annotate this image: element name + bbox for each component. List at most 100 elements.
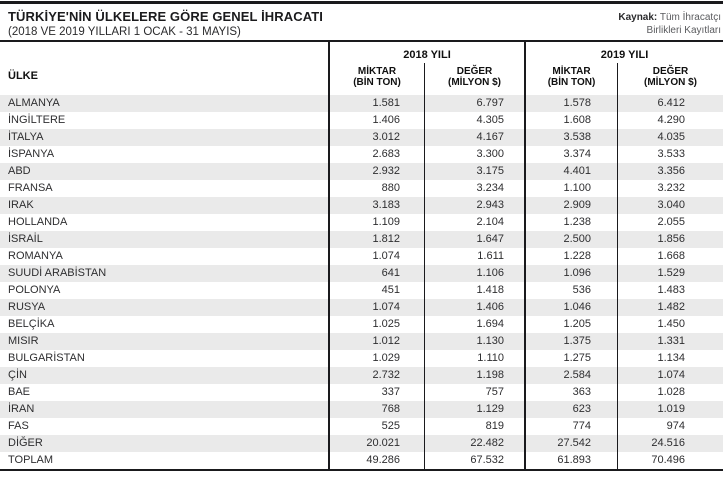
country-cell: ABD (8, 165, 31, 177)
value-2018-cell: 1.694 (424, 316, 524, 333)
amount-2019-cell: 27.542 (524, 435, 617, 452)
column-header-country: ÜLKE (8, 69, 38, 82)
year-label-2019: 2019 YILI (600, 49, 649, 61)
country-cell: MISIR (8, 335, 39, 347)
table-row: BAE 337 757 363 1.028 (0, 384, 723, 401)
table-body: ALMANYA 1.581 6.797 1.578 6.412 İNGİLTER… (0, 95, 723, 469)
amount-2019-cell: 1.578 (524, 95, 617, 112)
table-row: FRANSA 880 3.234 1.100 3.232 (0, 180, 723, 197)
value-2018-cell: 1.110 (424, 350, 524, 367)
amount-2019-cell: 1.375 (524, 333, 617, 350)
amount-2019-cell: 1.100 (524, 180, 617, 197)
header: TÜRKİYE'NİN ÜLKELERE GÖRE GENEL İHRACATI… (0, 4, 723, 40)
country-cell: BAE (8, 386, 31, 398)
amount-2018-cell: 20.021 (328, 435, 424, 452)
country-cell: TOPLAM (8, 454, 54, 466)
table-row: DİĞER 20.021 22.482 27.542 24.516 (0, 435, 723, 452)
subheader-pair-2019: MİKTAR (BİN TON) DEĞER (MİLYON $) (526, 63, 723, 95)
amount-2018-cell: 2.932 (328, 163, 424, 180)
amount-2019-cell: 774 (524, 418, 617, 435)
table-row: ABD 2.932 3.175 4.401 3.356 (0, 163, 723, 180)
amount-2019-cell: 61.893 (524, 452, 617, 469)
amount-2018-cell: 1.012 (328, 333, 424, 350)
country-cell: RUSYA (8, 301, 46, 313)
value-2018-cell: 819 (424, 418, 524, 435)
table-header: ÜLKE 2018 YILI MİKTAR (BİN TON) DEĞER (MİL… (0, 42, 723, 95)
amount-2019-cell: 1.096 (524, 265, 617, 282)
country-cell: İSRAİL (8, 233, 43, 245)
value-2019-cell: 3.533 (617, 146, 723, 163)
amount-2018-cell: 2.732 (328, 367, 424, 384)
amount-2019-cell: 1.238 (524, 214, 617, 231)
amount-2019-cell: 2.500 (524, 231, 617, 248)
value-2019-cell: 1.028 (617, 384, 723, 401)
amount-2019-cell: 3.538 (524, 129, 617, 146)
column-header-value-2019: DEĞER (MİLYON $) (617, 63, 723, 95)
source-label: Kaynak: (618, 12, 658, 23)
amount-2019-cell: 1.205 (524, 316, 617, 333)
value-2018-cell: 1.106 (424, 265, 524, 282)
value-2018-cell: 3.300 (424, 146, 524, 163)
amount-2018-cell: 525 (328, 418, 424, 435)
value-2018-cell: 3.234 (424, 180, 524, 197)
value-2019-cell: 6.412 (617, 95, 723, 112)
value-2019-cell: 3.040 (617, 197, 723, 214)
amount-2018-cell: 1.581 (328, 95, 424, 112)
value-2019-cell: 1.529 (617, 265, 723, 282)
country-cell: IRAK (8, 199, 34, 211)
amount-2019-cell: 1.275 (524, 350, 617, 367)
country-cell: DİĞER (8, 437, 43, 449)
table-row: IRAK 3.183 2.943 2.909 3.040 (0, 197, 723, 214)
amount-2019-cell: 1.608 (524, 112, 617, 129)
value-2018-cell: 1.406 (424, 299, 524, 316)
value-2019-cell: 1.331 (617, 333, 723, 350)
table-row: ROMANYA 1.074 1.611 1.228 1.668 (0, 248, 723, 265)
table-row: İTALYA 3.012 4.167 3.538 4.035 (0, 129, 723, 146)
country-cell: BULGARİSTAN (8, 352, 85, 364)
amount-2018-cell: 1.074 (328, 248, 424, 265)
value-2019-cell: 24.516 (617, 435, 723, 452)
export-table: ÜLKE 2018 YILI MİKTAR (BİN TON) DEĞER (MİL… (0, 42, 723, 471)
value-2019-cell: 3.356 (617, 163, 723, 180)
header-divider (0, 40, 723, 42)
country-cell: İNGİLTERE (8, 114, 66, 126)
value-2019-cell: 1.134 (617, 350, 723, 367)
amount-2019-cell: 536 (524, 282, 617, 299)
value-2018-cell: 1.130 (424, 333, 524, 350)
value-2018-cell: 1.198 (424, 367, 524, 384)
value-2019-cell: 3.232 (617, 180, 723, 197)
table-row: TOPLAM 49.286 67.532 61.893 70.496 (0, 452, 723, 469)
table-row: ALMANYA 1.581 6.797 1.578 6.412 (0, 95, 723, 112)
amount-2018-cell: 1.074 (328, 299, 424, 316)
table-row: FAS 525 819 774 974 (0, 418, 723, 435)
country-cell: POLONYA (8, 284, 61, 296)
value-2018-cell: 4.305 (424, 112, 524, 129)
source-text-2: Birlikleri Kayıtları (646, 24, 721, 36)
table-row: RUSYA 1.074 1.406 1.046 1.482 (0, 299, 723, 316)
amount-2019-cell: 3.374 (524, 146, 617, 163)
amount-2018-cell: 49.286 (328, 452, 424, 469)
amount-2018-cell: 1.406 (328, 112, 424, 129)
value-2019-cell: 1.668 (617, 248, 723, 265)
amount-2018-cell: 451 (328, 282, 424, 299)
value-2019-cell: 1.450 (617, 316, 723, 333)
source-line-1: Kaynak: Tüm İhracatçı (618, 12, 721, 25)
value-2018-cell: 1.611 (424, 248, 524, 265)
table-row: BELÇİKA 1.025 1.694 1.205 1.450 (0, 316, 723, 333)
country-cell: İSPANYA (8, 148, 55, 160)
value-2019-cell: 2.055 (617, 214, 723, 231)
country-cell: İTALYA (8, 131, 44, 143)
amount-2018-cell: 337 (328, 384, 424, 401)
table-row: İRAN 768 1.129 623 1.019 (0, 401, 723, 418)
value-2018-cell: 22.482 (424, 435, 524, 452)
country-cell: ROMANYA (8, 250, 63, 262)
column-header-amount-2019: MİKTAR (BİN TON) (547, 66, 596, 88)
value-2019-cell: 4.290 (617, 112, 723, 129)
amount-2019-cell: 2.909 (524, 197, 617, 214)
year-label-2018: 2018 YILI (403, 49, 451, 61)
country-cell: İRAN (8, 403, 35, 415)
amount-2019-cell: 363 (524, 384, 617, 401)
country-cell: HOLLANDA (8, 216, 68, 228)
country-cell: ALMANYA (8, 97, 60, 109)
